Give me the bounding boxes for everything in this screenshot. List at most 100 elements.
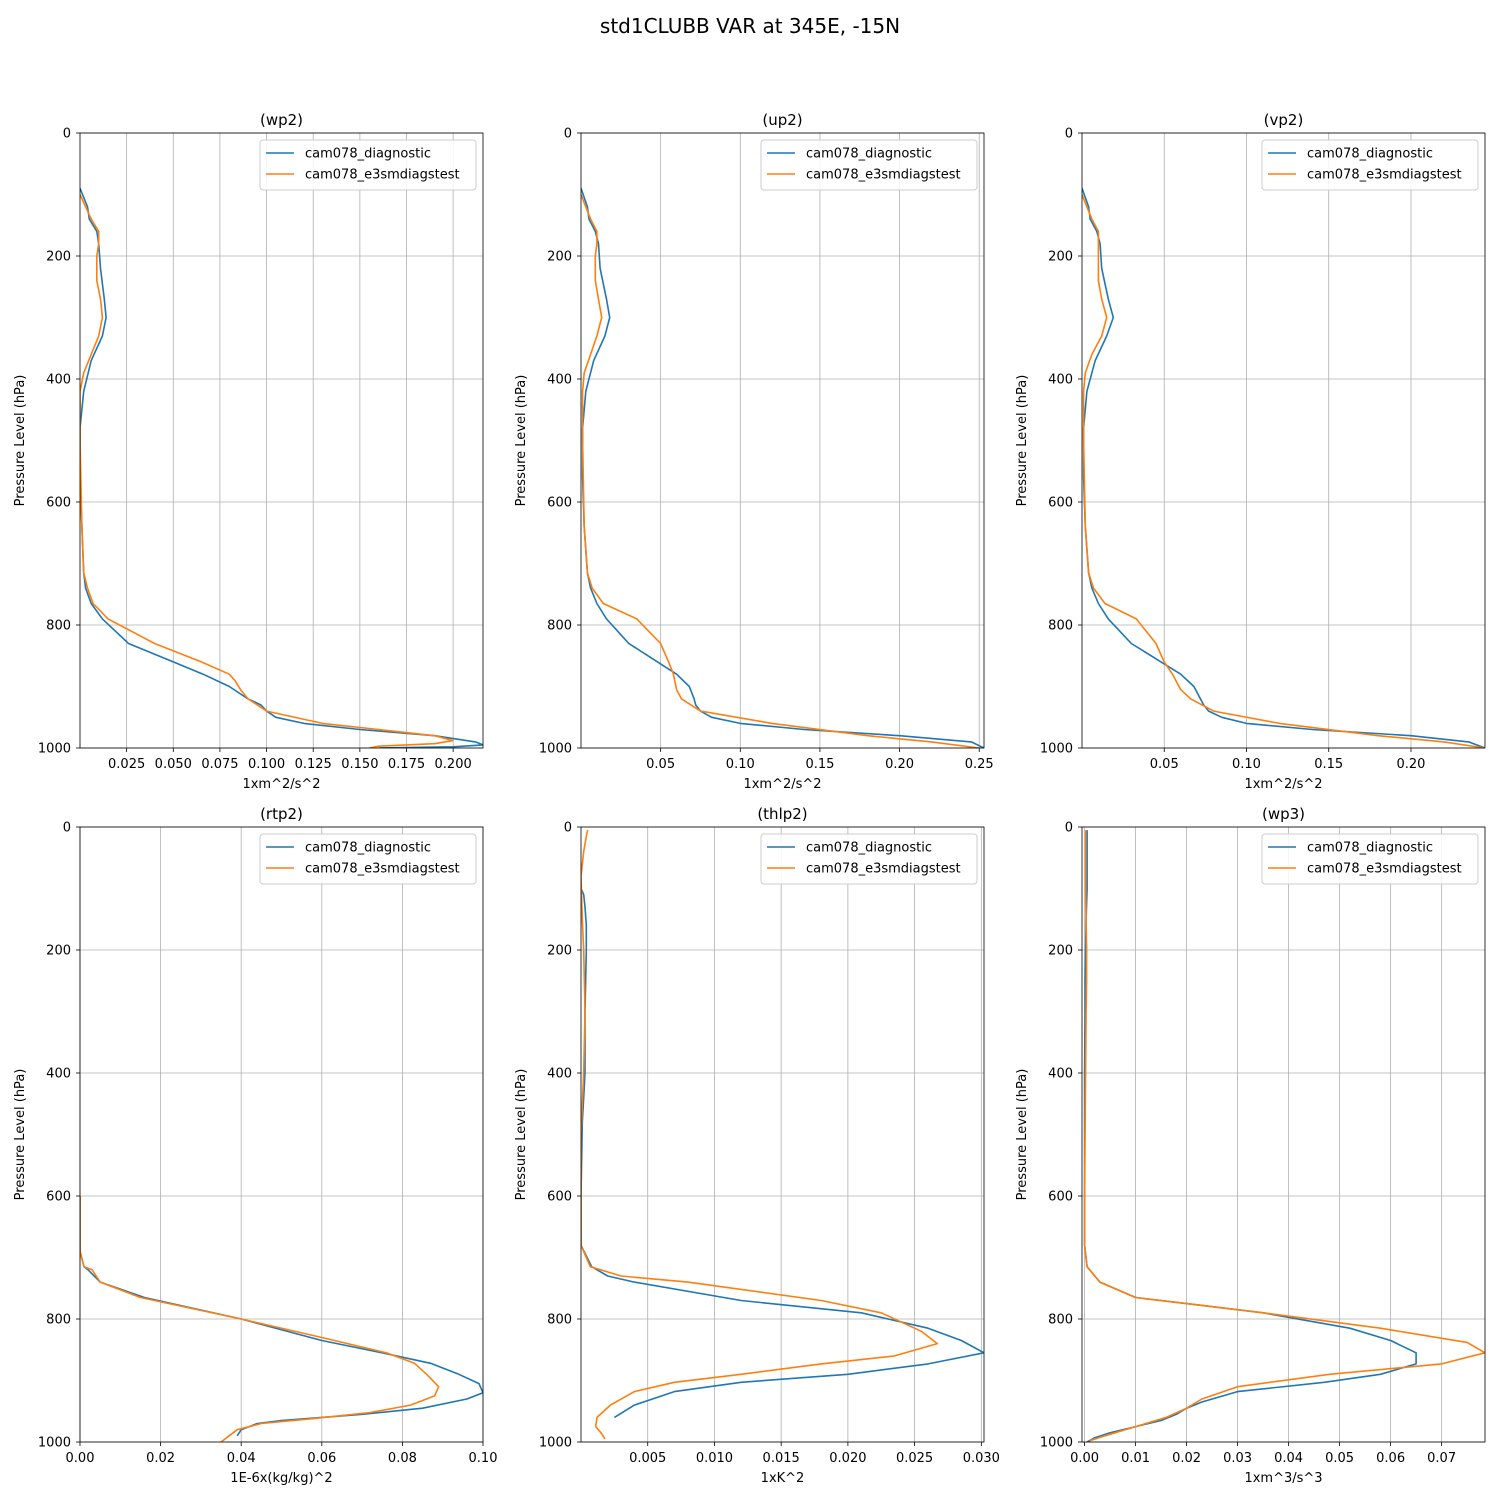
legend-label-1: cam078_e3smdiagstest (1307, 168, 1462, 183)
y-tick-label: 1000 (539, 1436, 572, 1451)
legend-label-0: cam078_diagnostic (305, 841, 431, 856)
y-tick-label: 600 (547, 1190, 572, 1205)
legend-box (760, 833, 978, 885)
y-tick-label: 400 (547, 373, 572, 388)
x-axis-label: 1xK^2 (761, 1471, 805, 1486)
y-tick-label: 0 (1065, 127, 1073, 142)
legend: cam078_diagnostic cam078_e3smdiagstest (259, 139, 477, 191)
x-tick-label: 0.075 (201, 757, 238, 772)
legend-label-0: cam078_diagnostic (1307, 841, 1433, 856)
legend-box (1261, 139, 1479, 191)
chart-panel-0: 0.025 0.050 0.075 0.100 0.125 0.150 0.175 0.200… (13, 111, 484, 792)
x-axis-label: 1xm^2/s^2 (743, 777, 821, 792)
axes-frame (580, 826, 985, 1443)
series-line-0 (1082, 188, 1485, 748)
series-line-1 (581, 829, 939, 1440)
y-tick-label: 400 (547, 1067, 572, 1082)
x-tick-label: 0.10 (1232, 757, 1261, 772)
legend-label-0: cam078_diagnostic (806, 147, 932, 162)
chart-title: (wp3) (1262, 805, 1305, 823)
y-tick-label: 1000 (539, 742, 572, 757)
legend-label-1: cam078_e3smdiagstest (305, 862, 460, 877)
x-axis-label: 1xm^2/s^2 (1244, 777, 1322, 792)
series-line-0 (581, 888, 984, 1419)
legend-label-0: cam078_diagnostic (1307, 147, 1433, 162)
legend-label-0: cam078_diagnostic (305, 147, 431, 162)
series-line-1 (581, 194, 980, 748)
legend: cam078_diagnostic cam078_e3smdiagstest (760, 139, 978, 191)
y-tick-label: 600 (46, 1190, 71, 1205)
axes-frame (79, 132, 484, 749)
legend: cam078_diagnostic cam078_e3smdiagstest (1261, 139, 1479, 191)
legend-label-1: cam078_e3smdiagstest (806, 168, 961, 183)
legend-box (259, 833, 477, 885)
x-tick-label: 0.100 (248, 757, 285, 772)
y-tick-label: 0 (564, 127, 572, 142)
y-axis-label: Pressure Level (hPa) (1015, 1069, 1030, 1201)
legend-box (1261, 833, 1479, 885)
x-tick-label: 0.06 (1376, 1451, 1405, 1466)
x-tick-label: 0.20 (885, 757, 914, 772)
x-axis-label: 1xm^2/s^2 (242, 777, 320, 792)
x-tick-label: 0.015 (763, 1451, 800, 1466)
y-tick-label: 600 (1048, 496, 1073, 511)
y-tick-label: 0 (1065, 821, 1073, 836)
x-axis-label: 1E-6x(kg/kg)^2 (230, 1471, 332, 1486)
x-tick-label: 0.05 (646, 757, 675, 772)
x-tick-label: 0.05 (1150, 757, 1179, 772)
y-tick-label: 200 (46, 250, 71, 265)
series-line-0 (1083, 830, 1417, 1442)
y-axis-label: Pressure Level (hPa) (514, 1069, 529, 1201)
y-tick-label: 800 (547, 619, 572, 634)
x-tick-label: 0.20 (1397, 757, 1426, 772)
y-tick-label: 800 (46, 1313, 71, 1328)
legend: cam078_diagnostic cam078_e3smdiagstest (1261, 833, 1479, 885)
x-tick-label: 0.005 (629, 1451, 666, 1466)
axes-frame (580, 132, 985, 749)
legend-label-0: cam078_diagnostic (806, 841, 932, 856)
series-line-0 (581, 188, 984, 748)
legend-label-1: cam078_e3smdiagstest (305, 168, 460, 183)
legend-label-1: cam078_e3smdiagstest (806, 862, 961, 877)
y-axis-label: Pressure Level (hPa) (13, 1069, 28, 1201)
x-tick-label: 0.10 (469, 1451, 498, 1466)
y-tick-label: 200 (1048, 944, 1073, 959)
legend-box (760, 139, 978, 191)
x-tick-label: 0.050 (155, 757, 192, 772)
x-tick-label: 0.02 (1172, 1451, 1201, 1466)
x-tick-label: 0.04 (227, 1451, 256, 1466)
x-tick-label: 0.020 (829, 1451, 866, 1466)
x-tick-label: 0.200 (435, 757, 472, 772)
y-tick-label: 1000 (38, 1436, 71, 1451)
x-tick-label: 0.06 (307, 1451, 336, 1466)
y-tick-label: 400 (1048, 1067, 1073, 1082)
y-axis-label: Pressure Level (hPa) (1015, 375, 1030, 507)
y-tick-label: 1000 (1040, 742, 1073, 757)
series-line-1 (80, 1196, 440, 1442)
x-tick-label: 0.125 (295, 757, 332, 772)
y-tick-label: 400 (46, 373, 71, 388)
x-tick-label: 0.15 (1314, 757, 1343, 772)
series-line-1 (1082, 194, 1485, 748)
x-tick-label: 0.175 (388, 757, 425, 772)
x-tick-label: 0.03 (1223, 1451, 1252, 1466)
x-tick-label: 0.07 (1427, 1451, 1456, 1466)
series-line-1 (1083, 830, 1485, 1442)
x-tick-label: 0.150 (341, 757, 378, 772)
x-tick-label: 0.025 (896, 1451, 933, 1466)
axes-frame (79, 826, 484, 1443)
series-line-0 (80, 1196, 483, 1437)
chart-panel-3: 0.00 0.02 0.04 0.06 0.08 0.10 0 200 400 600 800 100… (13, 805, 497, 1486)
y-tick-label: 600 (547, 496, 572, 511)
legend: cam078_diagnostic cam078_e3smdiagstest (760, 833, 978, 885)
x-tick-label: 0.25 (965, 757, 994, 772)
x-tick-label: 0.025 (108, 757, 145, 772)
legend-box (259, 139, 477, 191)
x-axis-label: 1xm^3/s^3 (1244, 1471, 1322, 1486)
x-tick-label: 0.00 (1070, 1451, 1099, 1466)
chart-panel-1: 0.05 0.10 0.15 0.20 0.25 0 200 400 600 800 1000 (up… (514, 111, 994, 792)
x-tick-label: 0.08 (388, 1451, 417, 1466)
y-tick-label: 1000 (38, 742, 71, 757)
y-tick-label: 800 (46, 619, 71, 634)
x-tick-label: 0.01 (1121, 1451, 1150, 1466)
